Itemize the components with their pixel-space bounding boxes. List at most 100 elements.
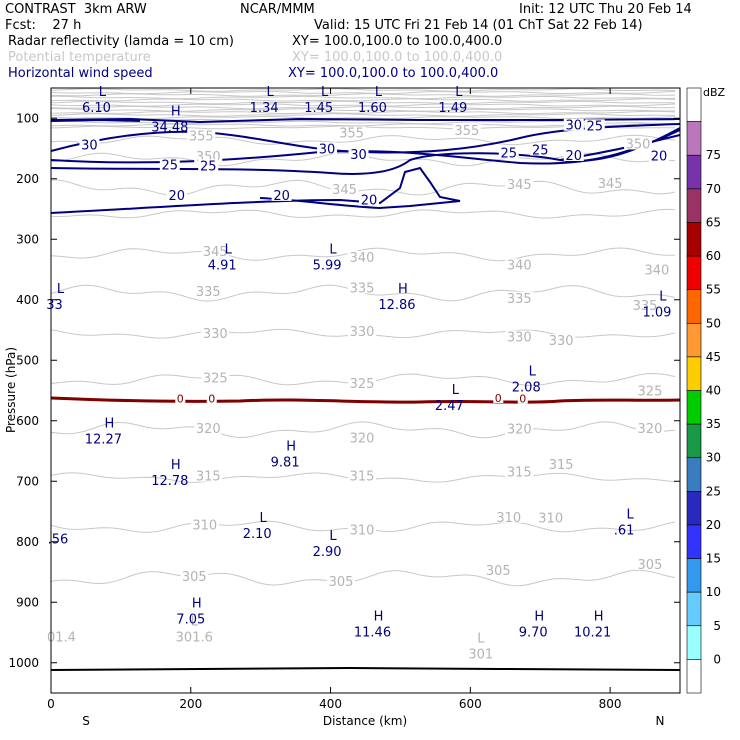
colorbar-swatch [686,356,702,391]
wind-contour-label: 25 [532,144,549,159]
theta-label-bg [484,564,513,576]
reflectivity-label: 0 [208,393,215,406]
theta-line [50,91,676,95]
y-tick-label: 900 [16,595,39,609]
colorbar-swatch [686,322,702,358]
wind-contour-label: 20 [273,189,290,204]
colorbar-level-label: 40 [706,384,721,398]
theta-contour-label: 325 [203,372,228,387]
theta-label-bg [642,263,671,276]
y-tick-label: 1000 [8,656,39,670]
theta-contour-label: 315 [507,465,532,480]
colorbar-swatch [686,121,702,156]
theta-label-bg [536,511,565,524]
theta-contour-label: 315 [549,458,574,473]
theta-line [50,110,676,115]
wind-extremum-kind: L [99,85,107,100]
ground-line [50,666,681,671]
wind-extremum-value: 10.21 [574,626,611,641]
x-tick-label: 800 [599,697,622,711]
theta-label-bg [194,285,223,298]
colorbar-swatch [686,491,702,526]
theta-contour-label: 305 [486,564,511,579]
wind-extremum-kind: L [225,242,233,257]
wind-extremum-kind: H [374,610,384,625]
theta-label-bg [505,465,534,478]
theta-label-bg [348,251,377,264]
wind-label-bg [498,146,519,159]
colorbar-swatch [686,625,702,660]
colorbar-level-label: 45 [706,350,721,364]
wind-contour-label: 30 [565,119,582,134]
wind-extremum-kind: H [171,105,181,120]
wind-extremum-value: 7.05 [176,612,205,627]
refl-label-bg [493,392,504,403]
wind-contour-label: 25 [200,159,217,174]
wind-extremum-kind: L [375,85,383,100]
theta-label-bg [635,384,664,397]
wind-extremum-kind: H [192,596,202,611]
valid-time: Valid: 15 UTC Fri 21 Feb 14 (01 ChT Sat … [314,18,643,33]
forecast-hour: Fcst: 27 h [5,18,82,33]
field-theta-xy: XY= 100.0,100.0 to 100.0,400.0 [292,50,503,65]
wind-extremum-value: 12.86 [378,298,415,313]
theta-label-bg [348,523,377,536]
theta-line [50,93,676,97]
theta-label-bg [330,182,359,195]
x-tick-label: 200 [179,697,202,711]
theta-contour-label: 305 [182,570,207,585]
theta-label-bg [505,422,534,435]
theta-label-bg [337,126,366,139]
wind-label-bg [530,143,551,156]
x-tick-label: 600 [459,697,482,711]
wind-label-bg [584,119,605,132]
wind-label-bg [317,142,338,155]
wind-label-bg [166,188,187,201]
theta-contour-label: 305 [638,558,663,573]
colorbar-level-label: 60 [706,249,721,263]
theta-contour-label: 330 [203,327,228,342]
colorbar-swatch [686,154,702,190]
init-time: Init: 12 UTC Thu 20 Feb 14 [519,2,692,17]
theta-contour-label: 310 [350,523,375,538]
wind-extremum-value: 9.70 [519,626,548,641]
y-tick-label: 300 [16,232,39,246]
theta-label-bg [180,570,209,583]
wind-contour-label: 20 [651,150,668,165]
y-tick-label: 100 [16,111,39,125]
wind-extremum-value: 1.45 [304,101,333,116]
wind-extremum-value: 11.46 [354,626,391,641]
wind-extremum-value: 2.90 [313,545,342,560]
theta-line [50,100,676,105]
wind-contour-label: 20 [565,149,582,164]
colorbar-level-label: 50 [706,316,721,330]
theta-label-bg [201,371,230,384]
theta-label-bg [505,258,534,271]
colorbar-swatch [686,87,702,122]
wind-label-bg [79,138,100,151]
colorbar-level-label: 0 [713,652,721,666]
theta-contour-label: 340 [507,258,532,273]
theta-extremum-kind: L [191,615,199,630]
wind-extremum-value: 1.09 [642,306,671,321]
colorbar-level-label: 70 [706,182,721,196]
theta-line [50,98,676,102]
theta-line [50,105,676,110]
theta-contour-label: 350 [626,137,651,152]
wind-extremum-kind: L [260,511,268,526]
refl-label-bg [175,393,186,404]
theta-contour-label: 340 [350,251,375,266]
theta-line [50,95,676,100]
wind-extremum-kind: L [329,242,337,257]
wind-extremum-value: 12.78 [151,474,188,489]
wind-extremum-kind: L [267,85,275,100]
wind-extremum-kind: H [534,610,544,625]
wind-extremum-value: 6.10 [82,101,111,116]
theta-label-bg [505,178,534,191]
theta-line [50,113,676,117]
field-reflectivity-xy: XY= 100.0,100.0 to 100.0,400.0 [292,34,503,49]
wind-extremum-value: 1.49 [438,101,467,116]
theta-extremum-value: 01.4 [47,631,76,646]
wind-extremum-kind: L [452,383,460,398]
colorbar-level-label: 25 [706,484,721,498]
